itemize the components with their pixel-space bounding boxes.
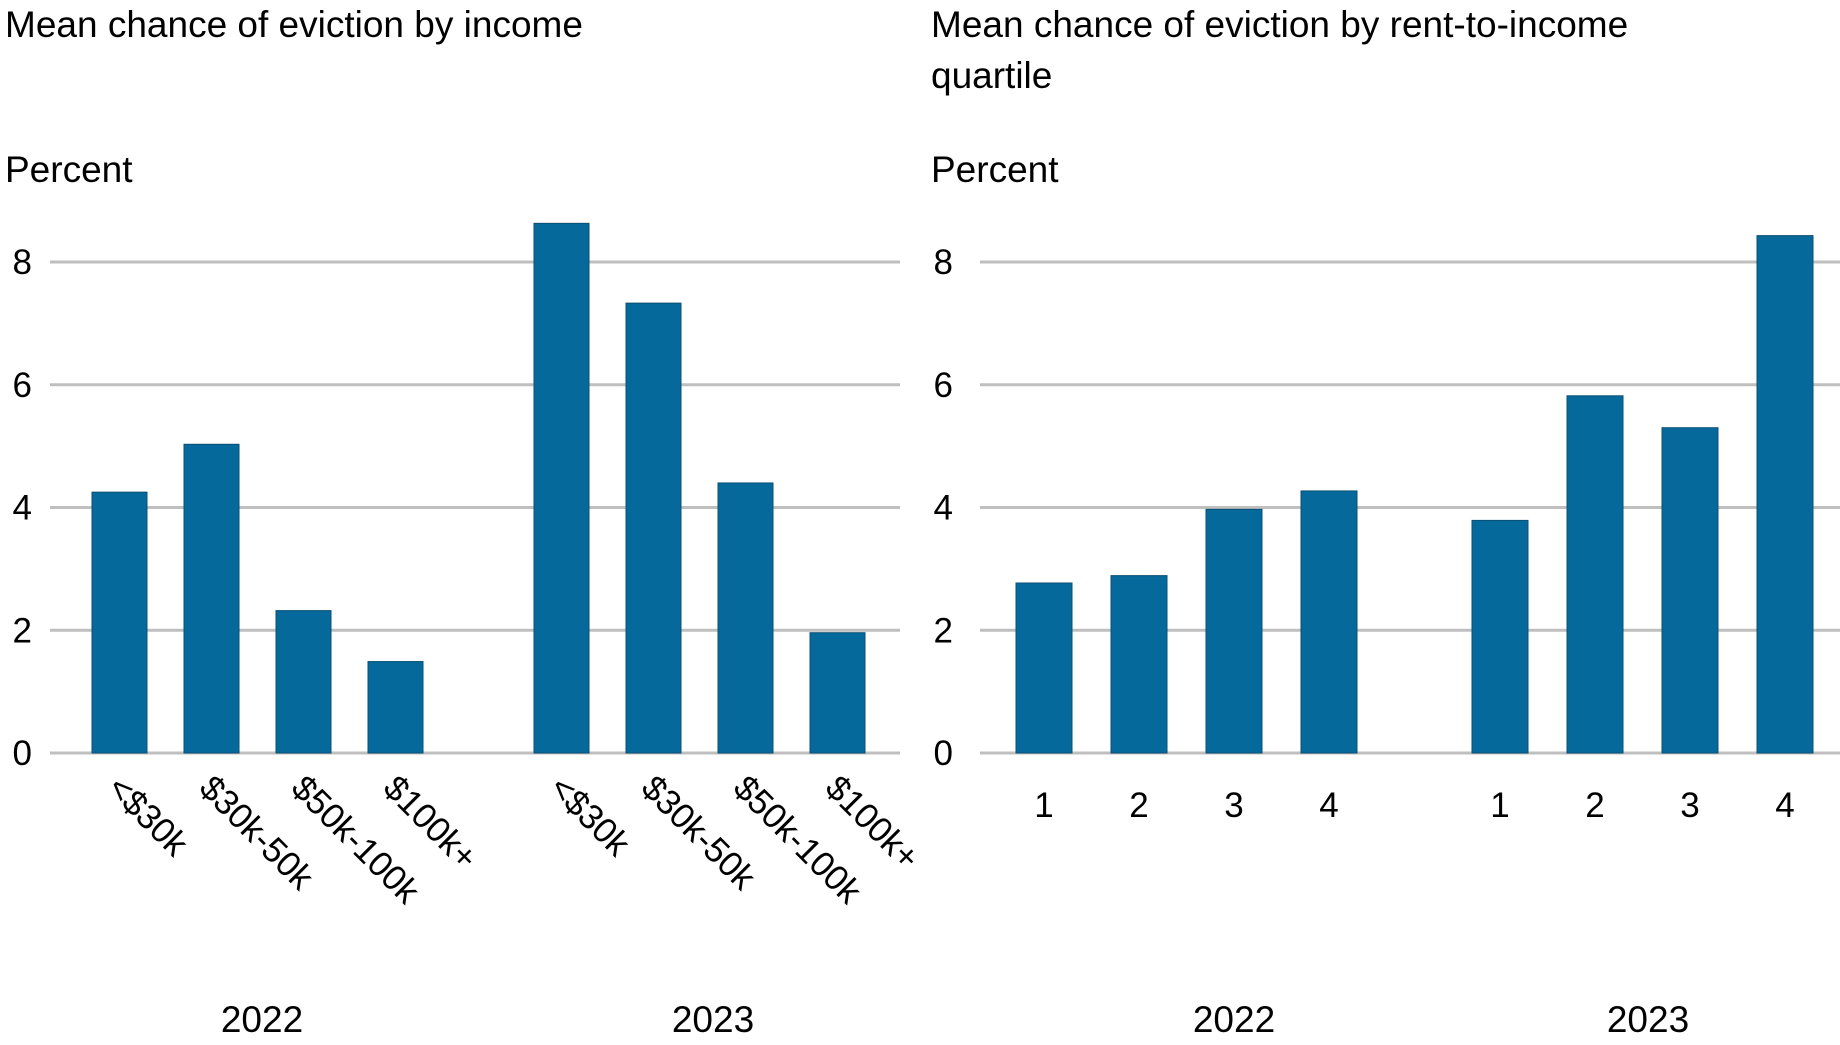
rent-y-tick-label: 0 <box>934 734 953 773</box>
income-bar <box>717 482 774 754</box>
rent-y-tick-label: 8 <box>934 243 953 282</box>
income-panel: Mean chance of eviction by income Percen… <box>5 4 927 1040</box>
rent-category-label: 2 <box>1129 786 1148 825</box>
income-y-ticks: 0 2 4 6 8 <box>13 243 32 773</box>
income-y-tick-label: 2 <box>13 611 32 650</box>
income-year-label: 2023 <box>672 999 754 1040</box>
rent-bar <box>1566 395 1624 754</box>
income-bar <box>533 222 590 754</box>
rent-y-tick-label: 4 <box>934 489 953 528</box>
income-bar <box>625 302 682 754</box>
income-bar <box>275 610 332 754</box>
rent-category-label: 1 <box>1490 786 1509 825</box>
income-bars <box>91 222 866 754</box>
rent-category-label: 2 <box>1585 786 1604 825</box>
income-category-label: <$30k <box>100 768 196 864</box>
income-year-labels: 2022 2023 <box>221 999 754 1040</box>
rent-title-line-2: quartile <box>931 55 1052 96</box>
income-chart-title: Mean chance of eviction by income <box>5 4 583 45</box>
rent-bar <box>1015 582 1073 754</box>
income-y-axis-label: Percent <box>5 149 133 190</box>
rent-bar <box>1661 427 1719 754</box>
rent-y-axis-label: Percent <box>931 149 1059 190</box>
income-y-tick-label: 4 <box>13 489 32 528</box>
rent-bar <box>1300 490 1358 754</box>
rent-bar <box>1471 519 1529 754</box>
rent-category-labels: 1 2 3 4 1 2 3 4 <box>1034 786 1794 825</box>
rent-category-label: 1 <box>1034 786 1053 825</box>
rent-category-label: 4 <box>1775 786 1794 825</box>
rent-title-line-1: Mean chance of eviction by rent-to-incom… <box>931 4 1628 45</box>
rent-chart-title: Mean chance of eviction by rent-to-incom… <box>931 4 1628 96</box>
rent-category-label: 3 <box>1680 786 1699 825</box>
rent-bar <box>1756 235 1814 754</box>
income-year-label: 2022 <box>221 999 303 1040</box>
rent-bar <box>1205 508 1263 754</box>
income-y-tick-label: 0 <box>13 734 32 773</box>
income-bar <box>91 491 148 754</box>
rent-to-income-panel: Mean chance of eviction by rent-to-incom… <box>931 4 1840 1040</box>
income-bar <box>367 661 424 754</box>
income-category-label: <$30k <box>542 768 638 864</box>
rent-bars <box>1015 235 1814 754</box>
rent-category-label: 3 <box>1224 786 1243 825</box>
income-y-tick-label: 6 <box>13 366 32 405</box>
rent-y-tick-label: 6 <box>934 366 953 405</box>
income-y-tick-label: 8 <box>13 243 32 282</box>
income-bar <box>809 632 866 754</box>
rent-year-label: 2023 <box>1607 999 1689 1040</box>
income-category-labels: <$30k$30k-50k$50k-100k$100k+ <$30k$30k-50… <box>100 768 927 912</box>
rent-year-labels: 2022 2023 <box>1193 999 1689 1040</box>
rent-y-tick-label: 2 <box>934 611 953 650</box>
rent-year-label: 2022 <box>1193 999 1275 1040</box>
income-bar <box>183 443 240 754</box>
rent-bar <box>1110 575 1168 754</box>
rent-y-ticks: 0 2 4 6 8 <box>934 243 953 773</box>
rent-category-label: 4 <box>1319 786 1338 825</box>
